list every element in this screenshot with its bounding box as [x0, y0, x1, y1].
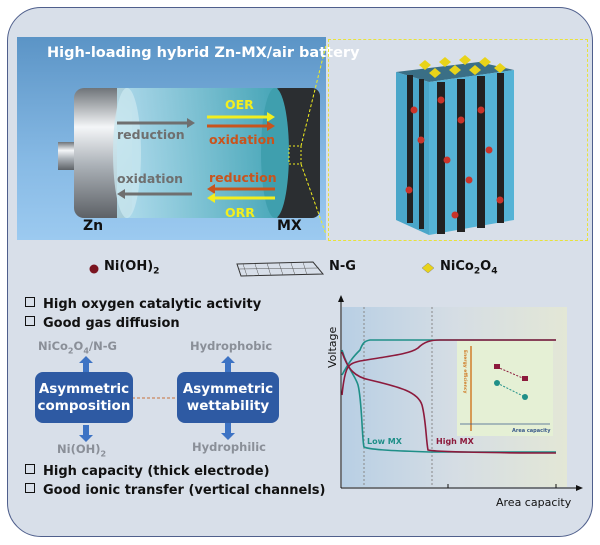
nico2o4-crystal-icon [421, 262, 435, 274]
checkbox-square-icon [25, 464, 35, 474]
t: 2 [100, 449, 107, 459]
t: 2 [473, 266, 481, 277]
legend-nioh2: Ni(OH)2 [104, 259, 159, 277]
t: wettability [186, 397, 270, 414]
series-low-mx-discharge [341, 349, 556, 453]
t: 2 [67, 346, 74, 356]
y-axis-label: Voltage [326, 327, 339, 368]
inset-point [522, 394, 528, 400]
t: O [480, 259, 492, 274]
bullet-item: High oxygen catalytic activity [25, 297, 261, 312]
checkbox-square-icon [25, 316, 35, 326]
series-high-mx-discharge [341, 351, 557, 454]
oxidation-label-top: oxidation [209, 132, 276, 147]
inset-point [494, 364, 500, 369]
battery-scene: High-loading hybrid Zn-MX/air battery re… [17, 37, 360, 240]
inset-efficiency-chart: Energy efficiency Area capacity [457, 341, 553, 436]
voltage-capacity-chart: Low MX High MX Voltage Area capacity Ene… [326, 295, 583, 509]
legend-nico2o4: NiCo2O4 [440, 259, 498, 277]
t: Asymmetric [182, 380, 274, 397]
electrode-zoom-box [328, 39, 588, 241]
checkbox-square-icon [25, 483, 35, 493]
bullet-text: Good ionic transfer (vertical channels) [43, 483, 326, 498]
reduction-label-bottom: reduction [209, 170, 277, 185]
t: 4 [491, 266, 498, 277]
zn-label: Zn [83, 218, 104, 234]
t: composition [37, 397, 131, 414]
t: O [73, 339, 84, 353]
label-hydrophilic: Hydrophilic [192, 440, 266, 454]
t: NiCo [440, 259, 474, 274]
inset-point [494, 380, 500, 386]
scene-title: High-loading hybrid Zn-MX/air battery [47, 45, 360, 61]
t: Ni(OH) [57, 442, 101, 456]
series-label-low-mx: Low MX [367, 437, 403, 446]
bullet-text: Good gas diffusion [43, 316, 180, 331]
electrolyte [117, 88, 287, 218]
legend-nioh2-sub: 2 [153, 266, 160, 277]
reduction-label-top: reduction [117, 127, 185, 142]
inset-x-label: Area capacity [512, 428, 551, 434]
nioh2-sphere-icon [89, 264, 99, 274]
battery-illustration [58, 42, 326, 236]
arrow-group [117, 112, 275, 203]
bullet-item: Good gas diffusion [25, 316, 180, 331]
oxidation-label-bottom: oxidation [117, 171, 184, 186]
asymmetric-composition-box: Asymmetric composition [35, 372, 133, 423]
zn-terminal [58, 142, 76, 170]
bullet-text: High capacity (thick electrode) [43, 464, 270, 479]
mx-label: MX [277, 218, 302, 234]
series-label-high-mx: High MX [436, 437, 475, 446]
t: 4 [83, 346, 89, 356]
graphene-sheet-icon [236, 261, 325, 277]
bullet-item: High capacity (thick electrode) [25, 464, 270, 479]
label-nico2o4-ng: NiCo2O4/N-G [38, 339, 117, 355]
t: /N-G [88, 339, 117, 353]
checkbox-square-icon [25, 297, 35, 307]
legend-nioh2-text: Ni(OH) [104, 259, 154, 274]
label-hydrophobic: Hydrophobic [190, 339, 273, 353]
asymmetric-wettability-box: Asymmetric wettability [177, 372, 279, 423]
series-high-mx-charge [341, 339, 556, 396]
bullet-text: High oxygen catalytic activity [43, 297, 262, 312]
t: Asymmetric [38, 380, 130, 397]
label-nioh2: Ni(OH)2 [57, 442, 106, 458]
series-low-mx-charge [341, 339, 556, 376]
x-axis-label: Area capacity [496, 496, 572, 509]
inset-y-label: Energy efficiency [462, 350, 468, 393]
legend-ng: N-G [329, 259, 356, 274]
oer-label: OER [225, 97, 254, 112]
orr-label: ORR [225, 205, 255, 220]
inset-point [522, 376, 528, 381]
electrode-cube-illustration [396, 55, 514, 235]
bullet-item: Good ionic transfer (vertical channels) [25, 483, 325, 498]
t: NiCo [38, 339, 68, 353]
